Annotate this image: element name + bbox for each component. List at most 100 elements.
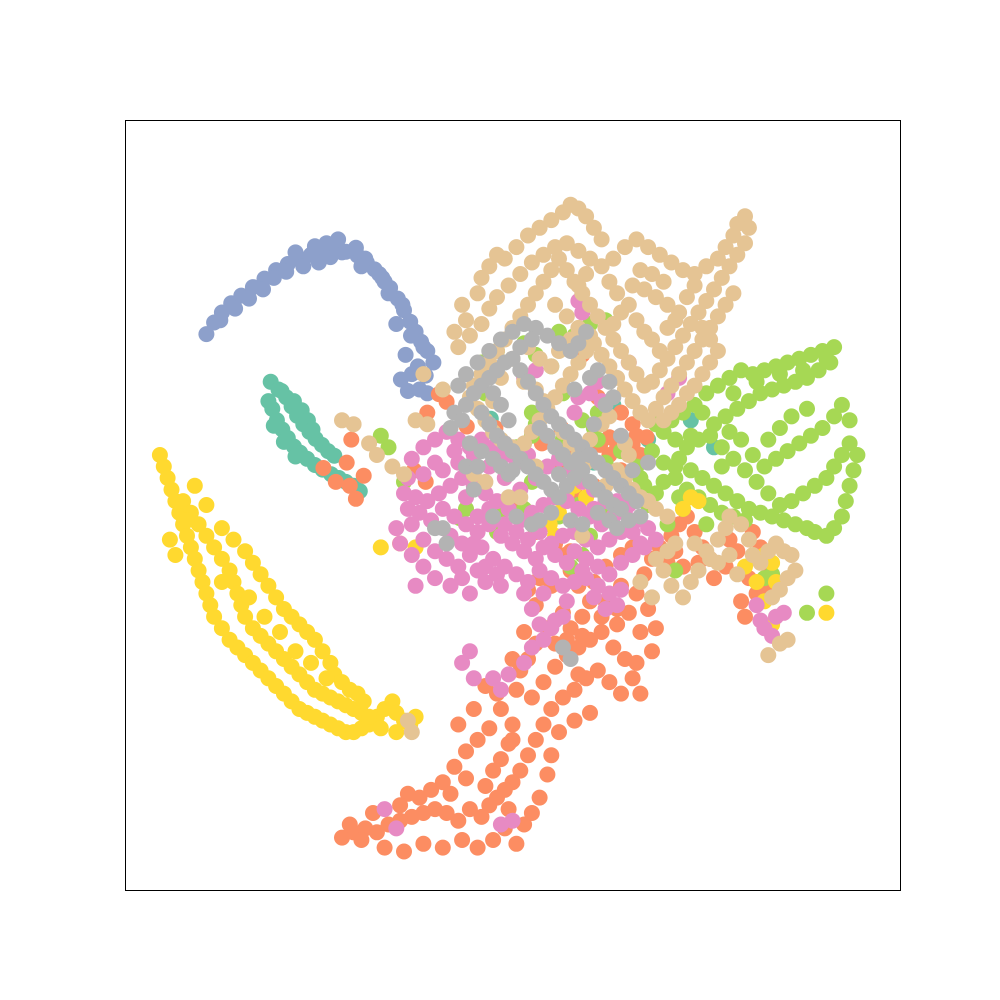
data-point-6-57 <box>520 296 536 313</box>
data-point-2-74 <box>737 608 753 625</box>
data-point-6-22 <box>698 258 715 275</box>
data-point-2-167 <box>566 712 583 729</box>
data-point-2-100 <box>589 662 606 679</box>
data-point-4-82 <box>306 631 323 648</box>
data-point-5-118 <box>535 585 552 602</box>
data-point-3-51 <box>698 385 715 402</box>
data-point-6-223 <box>407 412 424 429</box>
data-point-6-32 <box>713 269 730 286</box>
data-point-3-39 <box>737 462 753 479</box>
data-point-5-125 <box>427 570 443 587</box>
data-point-4-42 <box>175 493 192 510</box>
data-point-3-95 <box>760 431 777 448</box>
data-point-6-21 <box>686 266 703 282</box>
data-point-2-172 <box>570 666 587 683</box>
data-point-3-62 <box>826 339 843 356</box>
data-point-7-61 <box>539 427 556 444</box>
data-point-2-178 <box>574 627 591 644</box>
data-point-2-73 <box>733 593 750 610</box>
data-point-5-106 <box>601 531 618 548</box>
data-point-1-31 <box>265 417 282 434</box>
data-point-6-123 <box>647 289 664 306</box>
data-point-7-54 <box>578 323 595 340</box>
data-point-5-134 <box>582 385 598 402</box>
data-point-3-101 <box>698 516 715 533</box>
data-point-7-55 <box>523 331 540 348</box>
data-point-7-46 <box>492 331 509 348</box>
data-point-3-11 <box>694 470 711 486</box>
data-point-3-84 <box>802 427 819 444</box>
data-point-7-89 <box>461 435 478 452</box>
data-point-5-44 <box>403 516 420 533</box>
data-point-6-219 <box>361 435 378 452</box>
data-point-6-1 <box>461 327 478 344</box>
data-point-7-92 <box>562 651 579 667</box>
data-point-5-53 <box>508 566 525 583</box>
data-point-2-6 <box>315 460 332 476</box>
data-point-6-24 <box>717 239 734 256</box>
data-point-0-47 <box>415 339 432 356</box>
data-point-6-115 <box>454 296 471 313</box>
data-point-5-46 <box>427 543 443 560</box>
data-point-7-58 <box>492 396 509 413</box>
data-point-7-34 <box>551 489 567 506</box>
data-point-5-145 <box>454 654 471 671</box>
data-point-5-90 <box>427 454 443 471</box>
data-point-5-80 <box>427 431 443 448</box>
data-point-6-6 <box>512 266 529 282</box>
data-point-7-101 <box>597 396 614 413</box>
data-point-6-8 <box>535 246 552 263</box>
data-point-2-132 <box>485 832 502 848</box>
data-point-5-45 <box>415 531 432 548</box>
data-point-2-125 <box>334 829 350 846</box>
data-point-3-41 <box>713 439 730 456</box>
data-point-6-157 <box>709 343 726 359</box>
data-point-5-91 <box>446 443 463 460</box>
data-point-6-5 <box>500 277 517 294</box>
data-point-2-131 <box>469 839 486 856</box>
data-point-2-107 <box>520 747 536 764</box>
data-point-5-16 <box>589 558 606 575</box>
data-point-7-87 <box>442 420 459 436</box>
data-point-3-152 <box>682 427 699 444</box>
data-point-5-171 <box>632 535 649 552</box>
data-point-7-44 <box>469 354 486 371</box>
data-point-6-85 <box>624 393 641 410</box>
data-point-5-92 <box>396 485 412 502</box>
data-point-7-9 <box>520 373 536 390</box>
data-point-6-192 <box>783 547 800 563</box>
data-point-7-59 <box>485 385 502 402</box>
data-point-3-93 <box>799 400 815 417</box>
data-point-5-165 <box>454 570 471 587</box>
data-point-6-152 <box>651 343 668 359</box>
data-point-5-166 <box>461 585 478 602</box>
data-point-6-204 <box>663 577 680 594</box>
data-point-6-31 <box>721 258 738 275</box>
data-point-2-99 <box>601 674 618 691</box>
data-point-2-93 <box>593 624 610 640</box>
data-point-5-124 <box>442 577 459 594</box>
data-point-3-33 <box>806 477 823 494</box>
data-point-3-23 <box>826 520 843 537</box>
data-point-2-89 <box>547 658 564 675</box>
data-point-6-129 <box>601 273 618 290</box>
data-point-1-26 <box>273 383 290 399</box>
data-point-6-77 <box>562 366 579 383</box>
data-point-6-124 <box>659 296 676 313</box>
data-point-7-81 <box>551 466 567 483</box>
data-point-7-104 <box>469 458 486 475</box>
data-point-5-115 <box>585 589 602 606</box>
data-point-7-103 <box>458 458 474 475</box>
data-point-5-62 <box>613 581 629 598</box>
data-point-7-23 <box>628 493 645 510</box>
data-point-7-93 <box>554 639 571 656</box>
data-point-2-108 <box>512 762 529 779</box>
data-point-2-160 <box>574 608 591 625</box>
data-point-2-30 <box>419 404 436 421</box>
data-point-2-104 <box>543 701 560 717</box>
data-point-5-110 <box>454 535 471 552</box>
data-point-1-32 <box>275 433 292 450</box>
data-point-6-178 <box>659 508 676 525</box>
data-point-2-150 <box>423 781 440 798</box>
data-point-6-93 <box>686 343 703 359</box>
